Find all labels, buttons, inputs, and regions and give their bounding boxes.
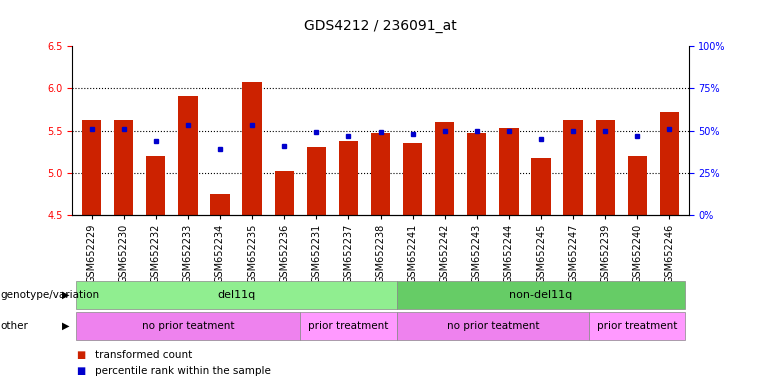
Text: ■: ■	[76, 366, 85, 376]
Bar	[275, 171, 294, 215]
Text: ▶: ▶	[62, 321, 70, 331]
Bar	[146, 156, 165, 215]
Text: percentile rank within the sample: percentile rank within the sample	[95, 366, 271, 376]
Text: no prior teatment: no prior teatment	[142, 321, 234, 331]
Text: non-del11q: non-del11q	[509, 290, 572, 300]
Text: other: other	[1, 321, 29, 331]
Text: ■: ■	[76, 350, 85, 360]
Bar	[499, 128, 518, 215]
Text: prior treatment: prior treatment	[308, 321, 389, 331]
Bar	[467, 133, 486, 215]
Bar	[243, 83, 262, 215]
Bar	[531, 157, 551, 215]
Bar	[307, 147, 326, 215]
Bar	[371, 133, 390, 215]
Bar	[596, 121, 615, 215]
Bar	[403, 143, 422, 215]
Text: ▶: ▶	[62, 290, 70, 300]
Text: transformed count: transformed count	[95, 350, 193, 360]
Bar	[210, 194, 230, 215]
Bar	[178, 96, 198, 215]
Text: prior treatment: prior treatment	[597, 321, 677, 331]
Bar	[82, 119, 101, 215]
Text: del11q: del11q	[217, 290, 255, 300]
Bar	[628, 156, 647, 215]
Text: no prior teatment: no prior teatment	[447, 321, 539, 331]
Text: GDS4212 / 236091_at: GDS4212 / 236091_at	[304, 19, 457, 33]
Bar	[339, 141, 358, 215]
Text: genotype/variation: genotype/variation	[1, 290, 100, 300]
Bar	[563, 119, 583, 215]
Bar	[435, 122, 454, 215]
Bar	[660, 112, 679, 215]
Bar	[114, 119, 133, 215]
